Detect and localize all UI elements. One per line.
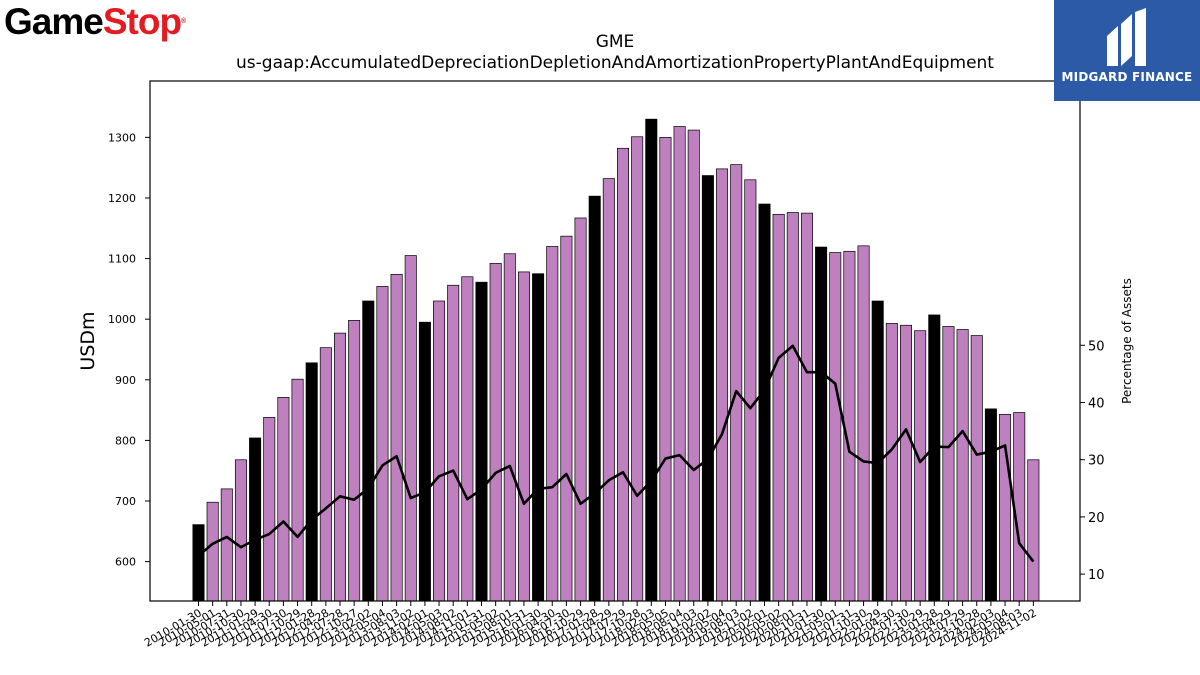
y2-tick-label: 30 (1088, 454, 1105, 469)
bar-2021-10-30 (857, 245, 870, 602)
right-axis: 10 20 30 40 50 (1080, 339, 1105, 583)
bar-2018-02-03 (645, 118, 658, 602)
bar-2022-04-30 (885, 323, 898, 602)
bar-2020-08-01 (786, 212, 799, 602)
bar-2019-11-02 (744, 179, 757, 602)
chart-title: GME (595, 32, 635, 52)
y2-tick-label: 40 (1088, 396, 1105, 411)
bar-2018-08-04 (673, 126, 686, 602)
y-tick-label: 700 (115, 495, 136, 508)
bar-2024-08-03 (1013, 412, 1026, 602)
y-tick-label: 600 (115, 556, 136, 569)
y-tick-label: 1100 (108, 253, 136, 266)
gamestop-logo: GameStop® (4, 1, 186, 42)
chart-title-block: GME us-gaap:AccumulatedDepreciationDeple… (0, 32, 1200, 74)
bar-2015-10-31 (517, 271, 530, 602)
bar-2018-05-05 (659, 137, 672, 602)
bar-series (192, 118, 1040, 602)
bar-2023-04-29 (942, 326, 955, 602)
bar-2015-05-02 (489, 263, 502, 602)
bar-2015-01-31 (475, 281, 488, 602)
bar-2014-08-02 (447, 284, 460, 602)
x-axis: 2010-01-302010-05-012010-07-312010-10-30… (142, 601, 1039, 650)
bar-2023-10-28 (970, 335, 983, 602)
bar-2011-04-30 (263, 417, 276, 602)
bar-2013-11-02 (404, 255, 417, 602)
bar-2024-05-04 (999, 413, 1012, 602)
bar-2018-11-03 (687, 129, 700, 602)
left-axis: 600 700 800 900 1000 1100 1200 1300 (108, 131, 150, 569)
y-tick-label: 1000 (108, 313, 136, 326)
bar-2021-01-30 (815, 246, 828, 602)
bar-2017-04-29 (602, 178, 615, 602)
bar-2024-02-03 (984, 408, 997, 602)
bar-2023-07-29 (956, 329, 969, 602)
bar-2023-01-28 (928, 314, 941, 602)
y-axis-label: USDm (77, 311, 99, 370)
bar-2017-01-28 (588, 195, 601, 602)
bar-2012-07-28 (334, 332, 347, 602)
bar-2020-02-01 (758, 203, 771, 602)
bar-2010-07-31 (220, 488, 233, 602)
bar-2010-01-30 (192, 524, 205, 602)
bar-2012-04-28 (319, 347, 332, 602)
y2-axis-label: Percentage of Assets (1120, 278, 1134, 404)
bar-2014-11-01 (461, 276, 474, 602)
chart-subtitle: us-gaap:AccumulatedDepreciationDepletion… (236, 53, 994, 73)
bar-2020-10-31 (800, 212, 813, 602)
bar-2016-01-30 (532, 273, 545, 602)
midgard-m-icon (1107, 8, 1146, 66)
y-tick-label: 900 (115, 374, 136, 387)
plot-frame (149, 80, 1081, 602)
y2-tick-label: 50 (1088, 339, 1105, 354)
y-tick-label: 800 (115, 434, 136, 447)
midgard-finance-text: MIDGARD FINANCE (1061, 70, 1193, 84)
bar-2022-10-29 (914, 330, 927, 602)
bar-2012-01-28 (305, 362, 318, 602)
bar-2014-05-03 (433, 300, 446, 602)
percentage-line (197, 344, 1035, 563)
bar-2019-05-04 (716, 168, 729, 602)
bar-2021-07-31 (843, 250, 856, 602)
bar-2011-01-29 (249, 437, 262, 602)
bar-2016-10-29 (574, 217, 587, 602)
bar-2019-02-02 (701, 175, 714, 602)
y-tick-label: 1200 (108, 192, 136, 205)
y2-tick-label: 20 (1088, 511, 1105, 526)
bar-2020-05-02 (772, 213, 785, 602)
y2-tick-label: 10 (1088, 568, 1105, 583)
bar-2015-08-01 (503, 253, 516, 602)
bar-2010-10-30 (234, 459, 247, 602)
bar-2012-10-27 (348, 320, 361, 602)
bar-2011-10-29 (291, 378, 304, 602)
bar-2011-07-30 (277, 397, 290, 602)
midgard-finance-watermark: MIDGARD FINANCE (1054, 0, 1200, 101)
bar-2022-01-29 (871, 300, 884, 602)
bar-2024-11-02 (1027, 459, 1040, 602)
bar-2013-02-02 (362, 300, 375, 602)
y-tick-label: 1300 (108, 131, 136, 144)
bar-2013-08-03 (390, 273, 403, 602)
bar-2021-05-01 (829, 252, 842, 602)
bar-2019-08-03 (730, 164, 743, 602)
bar-2017-07-29 (616, 147, 629, 602)
bar-2013-05-04 (376, 286, 389, 602)
bar-2014-02-01 (418, 321, 431, 602)
bar-2022-07-30 (899, 324, 912, 602)
bar-2016-04-30 (546, 246, 559, 602)
bar-2010-05-01 (206, 501, 219, 602)
bar-2016-07-30 (560, 235, 573, 602)
bar-2017-10-28 (631, 136, 644, 602)
